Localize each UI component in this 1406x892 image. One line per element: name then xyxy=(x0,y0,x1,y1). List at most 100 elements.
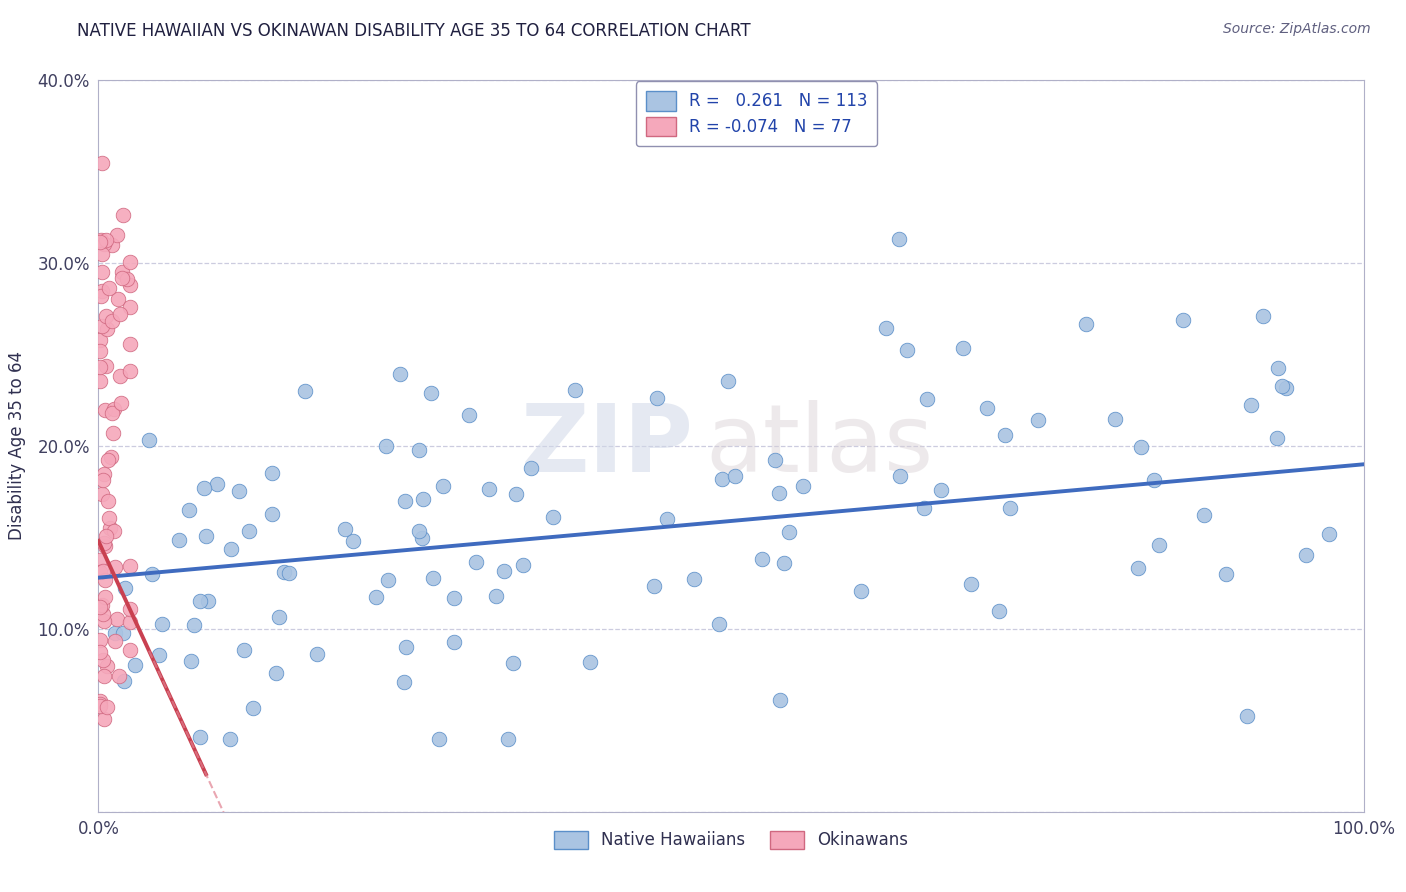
Point xyxy=(422,571,444,585)
Point xyxy=(103,524,125,538)
Point xyxy=(233,643,256,657)
Point xyxy=(411,531,433,545)
Text: ZIP: ZIP xyxy=(520,400,693,492)
Point xyxy=(120,559,141,574)
Point xyxy=(101,314,124,328)
Point xyxy=(91,653,114,667)
Point xyxy=(111,208,134,222)
Point xyxy=(111,626,134,640)
Point xyxy=(97,493,120,508)
Point xyxy=(141,567,163,582)
Point xyxy=(104,634,127,648)
Point xyxy=(682,572,704,586)
Point xyxy=(443,634,465,648)
Point xyxy=(773,557,796,571)
Point xyxy=(710,472,733,486)
Point xyxy=(111,265,134,279)
Point xyxy=(377,573,399,587)
Point xyxy=(90,598,112,612)
Point xyxy=(108,669,131,683)
Point xyxy=(91,284,114,298)
Point xyxy=(89,359,111,374)
Point xyxy=(1215,567,1237,582)
Point xyxy=(104,626,127,640)
Point xyxy=(90,288,112,302)
Point xyxy=(993,427,1015,442)
Point xyxy=(262,466,284,480)
Point xyxy=(427,731,450,746)
Point xyxy=(91,607,114,621)
Text: NATIVE HAWAIIAN VS OKINAWAN DISABILITY AGE 35 TO 64 CORRELATION CHART: NATIVE HAWAIIAN VS OKINAWAN DISABILITY A… xyxy=(77,22,751,40)
Point xyxy=(98,280,121,294)
Point xyxy=(93,536,115,550)
Point xyxy=(89,565,111,579)
Point xyxy=(875,320,897,334)
Point xyxy=(464,555,486,569)
Point xyxy=(91,565,114,579)
Point xyxy=(197,594,219,608)
Point xyxy=(1267,361,1289,376)
Point xyxy=(94,590,117,604)
Point xyxy=(138,433,160,447)
Point xyxy=(228,483,250,498)
Point xyxy=(335,522,357,536)
Point xyxy=(724,469,747,483)
Point xyxy=(120,301,141,315)
Point xyxy=(167,533,190,547)
Legend: Native Hawaiians, Okinawans: Native Hawaiians, Okinawans xyxy=(548,824,914,856)
Point xyxy=(896,343,918,358)
Point xyxy=(98,521,121,535)
Point xyxy=(505,486,527,500)
Point xyxy=(89,552,111,566)
Point xyxy=(105,612,128,626)
Point xyxy=(93,473,115,487)
Point xyxy=(769,692,792,706)
Point xyxy=(118,615,141,629)
Point xyxy=(494,565,516,579)
Point xyxy=(887,232,910,246)
Point xyxy=(103,426,125,441)
Point xyxy=(512,558,534,572)
Point xyxy=(120,364,141,378)
Point xyxy=(93,467,115,481)
Point xyxy=(89,697,111,711)
Point xyxy=(180,654,202,668)
Point xyxy=(89,333,111,347)
Point xyxy=(645,391,668,405)
Point xyxy=(120,277,141,292)
Point xyxy=(218,731,240,746)
Point xyxy=(221,542,243,557)
Point xyxy=(107,293,129,307)
Point xyxy=(188,730,211,744)
Point xyxy=(277,566,299,580)
Point xyxy=(89,599,111,614)
Point xyxy=(89,694,111,708)
Point xyxy=(707,617,730,632)
Point xyxy=(1074,317,1097,331)
Point xyxy=(763,453,786,467)
Point xyxy=(89,235,111,249)
Point xyxy=(112,673,135,688)
Point xyxy=(89,632,111,647)
Point xyxy=(90,233,112,247)
Point xyxy=(564,384,586,398)
Y-axis label: Disability Age 35 to 64: Disability Age 35 to 64 xyxy=(8,351,27,541)
Point xyxy=(100,406,122,420)
Point xyxy=(395,640,418,654)
Point xyxy=(93,712,115,726)
Point xyxy=(1240,398,1263,412)
Point xyxy=(657,512,679,526)
Point xyxy=(717,374,740,388)
Point xyxy=(485,589,508,603)
Point xyxy=(960,577,983,591)
Point xyxy=(115,271,138,285)
Point xyxy=(1194,508,1216,522)
Point xyxy=(778,525,800,540)
Point xyxy=(94,539,117,553)
Point xyxy=(97,511,120,525)
Point xyxy=(91,155,114,169)
Point xyxy=(110,396,132,410)
Point xyxy=(443,591,465,606)
Point xyxy=(100,450,122,465)
Point xyxy=(120,336,141,351)
